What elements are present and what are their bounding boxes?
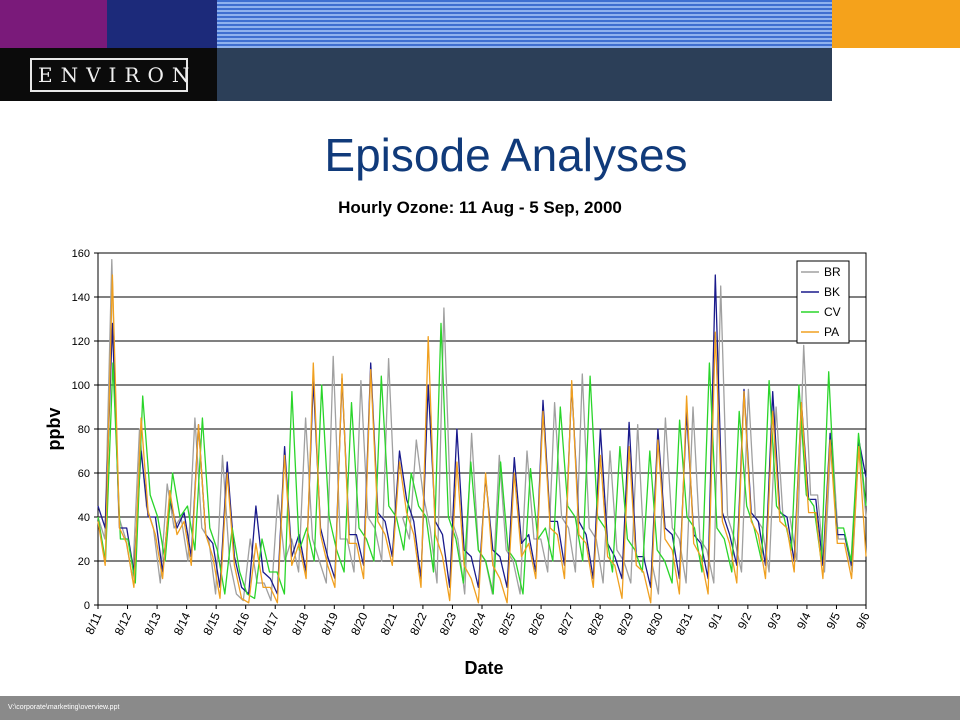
header-orange-block [832,0,960,48]
x-tick-label: 8/14 [171,610,194,637]
x-tick-label: 8/21 [378,610,401,637]
x-tick-label: 8/16 [230,610,253,637]
x-tick-label: 8/20 [348,610,371,637]
x-tick-label: 8/11 [83,610,105,637]
x-tick-label: 8/12 [112,610,135,637]
x-tick-label: 8/19 [318,610,341,637]
series-line-cv [97,322,867,600]
y-tick-label: 40 [78,512,90,524]
x-tick-label: 8/13 [141,610,164,637]
chart-title: Hourly Ozone: 11 Aug - 5 Sep, 2000 [338,198,622,217]
x-tick-label: 9/6 [853,610,873,631]
legend-label-br: BR [824,265,841,279]
x-tick-label: 8/24 [466,610,489,637]
page-title: Episode Analyses [324,129,688,181]
y-axis-title: ppbv [44,408,64,451]
x-axis-title: Date [464,658,503,678]
y-tick-label: 140 [72,292,90,304]
legend-label-pa: PA [824,325,839,339]
header-purple-block [0,0,107,48]
environ-logo: ENVIRON [30,58,189,92]
x-tick-label: 8/27 [555,610,578,637]
header-navy-block [107,0,217,48]
x-tick-label: 8/29 [614,610,637,637]
ozone-line-chart: 0 20 40 60 80 100 120 140 160 8/11 8/12 8/13 8/14 8/1… [44,248,873,678]
footer-file-path: V:\corporate\marketing\overview.ppt [8,704,120,711]
x-tick-label: 8/17 [259,610,282,637]
x-tick-label: 8/18 [289,610,312,637]
legend-label-cv: CV [824,305,841,319]
y-tick-label: 80 [78,424,90,436]
y-tick-label: 0 [84,600,90,612]
x-tick-label: 8/23 [437,610,460,637]
y-tick-label: 60 [78,468,90,480]
x-tick-label: 8/28 [584,610,607,637]
x-tick-label: 9/1 [705,610,725,631]
x-tick-label: 8/26 [525,610,548,637]
x-tick-label: 8/25 [496,610,519,637]
x-tick-label: 8/31 [673,610,696,637]
legend-box [796,260,850,344]
y-tick-label: 160 [72,248,90,260]
footer-bar [0,696,960,720]
legend-label-bk: BK [824,285,840,299]
x-tick-label: 9/2 [735,610,755,631]
y-tick-label: 100 [72,380,90,392]
x-tick-label: 9/5 [823,610,843,631]
x-tick-label: 9/3 [764,610,784,631]
header-striped-block [217,0,832,48]
x-tick-label: 8/22 [407,610,430,637]
y-tick-label: 20 [78,556,90,568]
header-slate-bar [217,48,832,101]
y-tick-label: 120 [72,336,90,348]
series-line-pa [97,274,867,604]
x-tick-label: 9/4 [794,610,814,631]
x-tick-label: 8/30 [643,610,666,637]
header-logo-bar [0,48,217,101]
x-tick-label: 8/15 [200,610,223,637]
